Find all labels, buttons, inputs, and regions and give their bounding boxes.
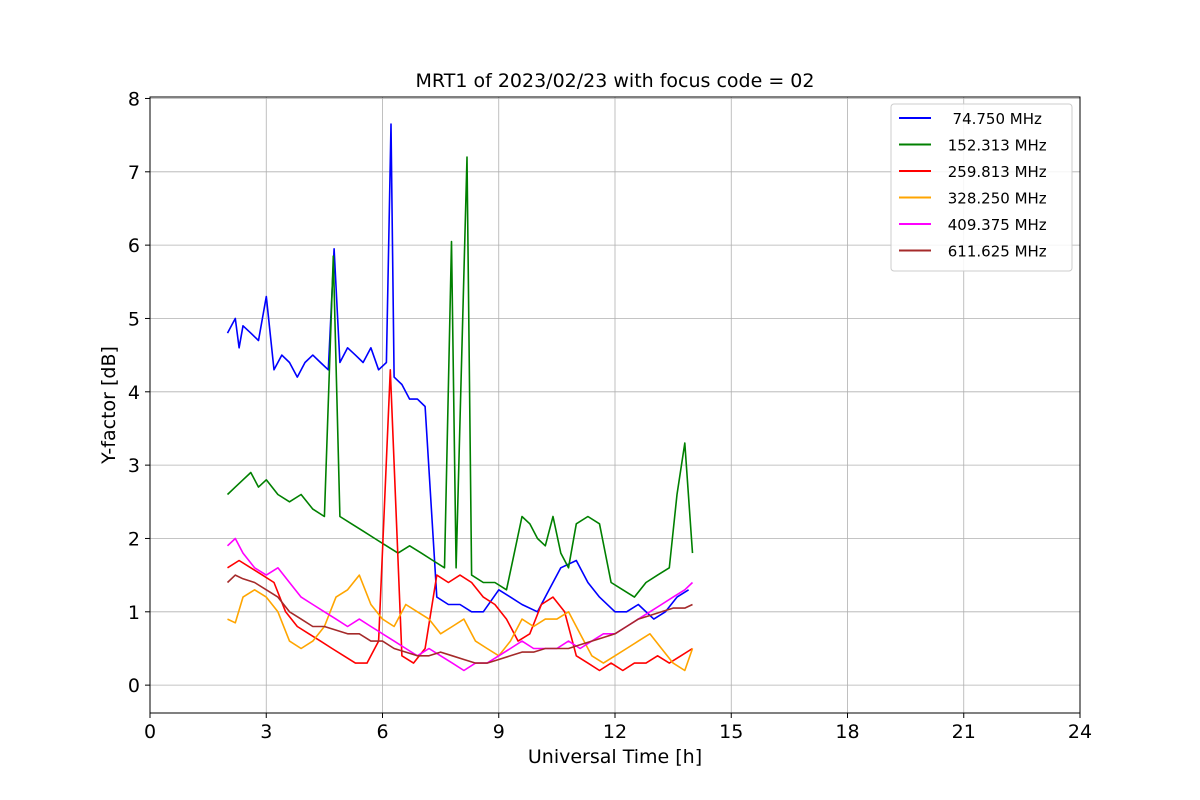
x-axis-title: Universal Time [h]	[528, 746, 702, 768]
x-tick-label: 12	[603, 721, 627, 743]
series-line-0	[226, 123, 690, 620]
y-tick-label: 8	[128, 88, 140, 110]
legend: 74.750 MHz 152.313 MHz 259.813 MHz 328.2…	[890, 103, 1073, 272]
y-tick-label: 6	[128, 235, 140, 257]
legend-label: 74.750 MHz	[943, 110, 1042, 128]
x-tick-label: 24	[1068, 721, 1092, 743]
series-line-1	[226, 156, 694, 598]
y-axis-title: Y-factor [dB]	[98, 346, 120, 465]
y-tick-label: 7	[128, 162, 140, 184]
chart-title: MRT1 of 2023/02/23 with focus code = 02	[416, 70, 815, 92]
series-line-3	[227, 574, 694, 672]
x-tick-label: 21	[952, 721, 976, 743]
x-tick-label: 6	[376, 721, 388, 743]
x-tick-label: 0	[144, 721, 156, 743]
legend-label: 328.250 MHz	[943, 190, 1047, 208]
y-tick-label: 3	[128, 455, 140, 477]
y-tick-label: 2	[128, 528, 140, 550]
series-line-2	[227, 368, 693, 672]
y-tick-label: 0	[128, 675, 140, 697]
legend-label: 409.375 MHz	[943, 216, 1047, 234]
x-tick-label: 3	[260, 721, 272, 743]
y-tick-label: 4	[128, 382, 140, 404]
legend-box	[890, 103, 1073, 272]
legend-label: 152.313 MHz	[943, 137, 1047, 155]
y-tick-label: 1	[128, 602, 140, 624]
x-tick-label: 18	[835, 721, 859, 743]
legend-label: 611.625 MHz	[943, 243, 1047, 261]
legend-label: 259.813 MHz	[943, 163, 1047, 181]
series-lines	[226, 123, 694, 672]
x-tick-label: 15	[719, 721, 743, 743]
series-line-5	[226, 574, 693, 664]
y-tick-label: 5	[128, 308, 140, 330]
x-tick-label: 9	[493, 721, 505, 743]
